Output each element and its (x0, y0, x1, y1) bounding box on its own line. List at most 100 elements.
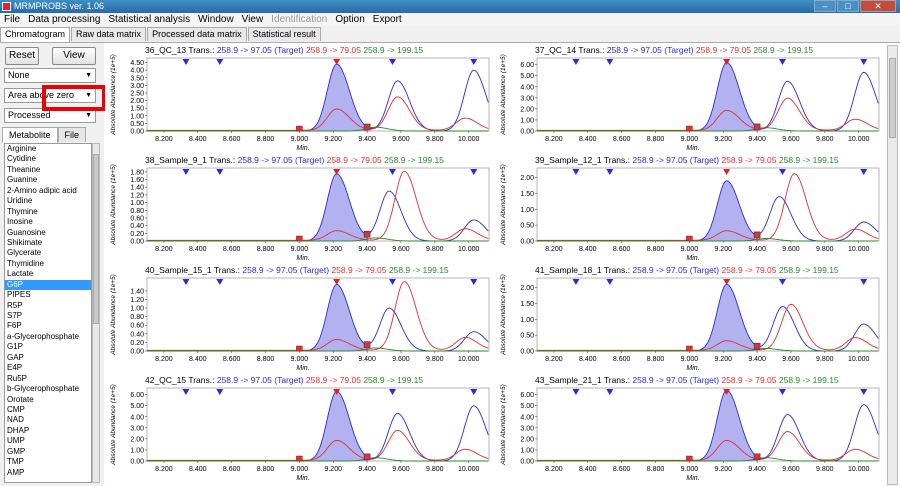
list-item[interactable]: 2-Amino adipic acid (7, 185, 77, 195)
tab-metabolite[interactable]: Metabolite (2, 127, 58, 143)
menu-window[interactable]: Window (198, 14, 234, 25)
x-tick-label: 9.800 (816, 356, 834, 363)
range-end-marker[interactable] (363, 341, 371, 348)
list-item[interactable]: AMP (7, 467, 25, 477)
range-end-marker[interactable] (363, 230, 371, 238)
chromatogram-chart[interactable]: 43_Sample_21_1 Trans.: 258.9 -> 97.05 (T… (495, 373, 885, 483)
range-end-marker[interactable] (753, 453, 761, 461)
menu-option[interactable]: Option (335, 14, 365, 25)
list-item[interactable]: Uridine (7, 196, 33, 206)
list-item[interactable]: Lactate (7, 269, 34, 279)
list-item[interactable]: Theanine (7, 164, 41, 174)
list-item[interactable]: S7P (7, 311, 23, 320)
normalization-select[interactable]: None ▼ (4, 68, 96, 83)
list-item[interactable]: Shikimate (7, 237, 43, 247)
trans-label: Trans.: (578, 45, 607, 55)
range-end-marker[interactable] (753, 231, 761, 239)
list-item[interactable]: Orotate (7, 394, 34, 404)
chevron-down-icon: ▼ (85, 112, 92, 119)
close-button[interactable]: ✕ (860, 0, 896, 12)
minimize-button[interactable]: – (814, 0, 836, 12)
main-scrollbar[interactable] (887, 45, 898, 485)
y-tick-label: 2.00 (130, 98, 144, 105)
transition-3: 258.9 -> 199.15 (363, 45, 423, 55)
menu-export[interactable]: Export (372, 14, 402, 25)
data-type-select[interactable]: Processed ▼ (4, 108, 96, 123)
range-start-marker[interactable] (686, 455, 693, 462)
menu-file[interactable]: File (4, 14, 21, 25)
main-scrollbar-thumb[interactable] (889, 58, 896, 138)
tab-statistical-result[interactable]: Statistical result (247, 27, 321, 41)
range-end-marker[interactable] (753, 342, 761, 350)
list-item[interactable]: Cytidine (7, 154, 36, 164)
list-item[interactable]: UMP (7, 436, 25, 446)
trans-label: Trans.: (188, 45, 217, 55)
list-item[interactable]: b-Glycerophosphate (7, 384, 80, 394)
list-item[interactable]: F6P (7, 321, 22, 331)
list-item[interactable]: a-Glycerophosphate (7, 331, 80, 341)
range-start-marker[interactable] (686, 125, 693, 132)
range-end-marker[interactable] (363, 453, 371, 461)
range-end-marker[interactable] (753, 123, 761, 131)
transition-3: 258.9 -> 199.15 (389, 265, 449, 275)
list-item[interactable]: Thymidine (7, 258, 44, 268)
list-item[interactable]: PIPES (7, 290, 31, 300)
list-item[interactable]: Thymine (7, 206, 38, 216)
metabolite-list[interactable]: Arginine Cytidine Theanine Guanine 2-Amino a… (4, 143, 92, 483)
list-item[interactable]: Glycerate (7, 248, 42, 258)
x-tick-label: 8.400 (189, 136, 207, 143)
list-item[interactable]: Arginine (7, 144, 37, 153)
range-start-marker[interactable] (296, 455, 303, 462)
range-start-marker[interactable] (296, 125, 303, 132)
tab-chromatogram[interactable]: Chromatogram (0, 27, 71, 42)
range-start-marker[interactable] (296, 235, 303, 242)
tab-raw-data-matrix[interactable]: Raw data matrix (71, 27, 147, 41)
list-item[interactable]: Ru5P (7, 373, 28, 383)
range-start-marker[interactable] (686, 235, 693, 242)
y-tick-label: 0.20 (130, 231, 144, 238)
list-item[interactable]: DHAP (7, 425, 30, 435)
list-scrollbar-thumb[interactable] (93, 154, 99, 324)
list-item[interactable]: NAD (7, 415, 24, 425)
list-item[interactable]: CMP (7, 404, 25, 414)
y-axis-label: Absolute Abundance (1e+5) (110, 384, 117, 466)
chromatogram-chart[interactable]: 37_QC_14 Trans.: 258.9 -> 97.05 (Target)… (495, 43, 885, 153)
range-start-marker[interactable] (686, 345, 693, 352)
chromatogram-chart[interactable]: 36_QC_13 Trans.: 258.9 -> 97.05 (Target)… (105, 43, 495, 153)
transition-2: 258.9 -> 79.05 (721, 375, 778, 385)
menu-statistical-analysis[interactable]: Statistical analysis (108, 14, 191, 25)
list-item[interactable]: GAP (7, 352, 24, 362)
transition-target: 258.9 -> 97.05 (Target) (607, 45, 696, 55)
series-line-79 (537, 431, 879, 461)
maximize-button[interactable]: □ (837, 0, 859, 12)
range-start-marker[interactable] (296, 345, 303, 352)
y-axis-label: Absolute Abundance (1e+5) (500, 384, 507, 466)
menu-identification[interactable]: Identification (271, 14, 328, 25)
list-item[interactable]: E4P (7, 363, 23, 373)
y-tick-label: 1.00 (520, 117, 534, 124)
list-item[interactable]: Guanine (7, 175, 38, 185)
chromatogram-chart[interactable]: 39_Sample_12_1 Trans.: 258.9 -> 97.05 (T… (495, 153, 885, 263)
chromatogram-chart[interactable]: 40_Sample_15_1 Trans.: 258.9 -> 97.05 (T… (105, 263, 495, 373)
peak-marker-icon (778, 389, 786, 395)
peak-marker-icon (388, 389, 396, 395)
range-end-marker[interactable] (363, 123, 371, 131)
list-item[interactable]: G1P (7, 342, 24, 352)
list-item[interactable]: TMP (7, 457, 24, 467)
list-item[interactable]: GMP (7, 446, 26, 456)
chromatogram-chart[interactable]: 38_Sample_9_1 Trans.: 258.9 -> 97.05 (Ta… (105, 153, 495, 263)
list-item[interactable]: Guanosine (7, 227, 46, 237)
menu-data-processing[interactable]: Data processing (28, 14, 101, 25)
quant-type-select[interactable]: Area above zero ▼ (4, 88, 96, 103)
list-item[interactable]: R5P (7, 300, 23, 310)
view-button[interactable]: View (52, 47, 96, 65)
chromatogram-chart[interactable]: 41_Sample_18_1 Trans.: 258.9 -> 97.05 (T… (495, 263, 885, 373)
chromatogram-chart[interactable]: 42_QC_15 Trans.: 258.9 -> 97.05 (Target)… (105, 373, 495, 483)
list-item[interactable]: Inosine (7, 217, 33, 227)
reset-button[interactable]: Reset (5, 47, 39, 65)
menu-view[interactable]: View (241, 14, 264, 25)
tab-file[interactable]: File (57, 127, 87, 142)
list-item[interactable]: G6P (5, 279, 91, 291)
list-scrollbar[interactable] (92, 143, 100, 483)
tab-processed-data-matrix[interactable]: Processed data matrix (147, 27, 247, 41)
